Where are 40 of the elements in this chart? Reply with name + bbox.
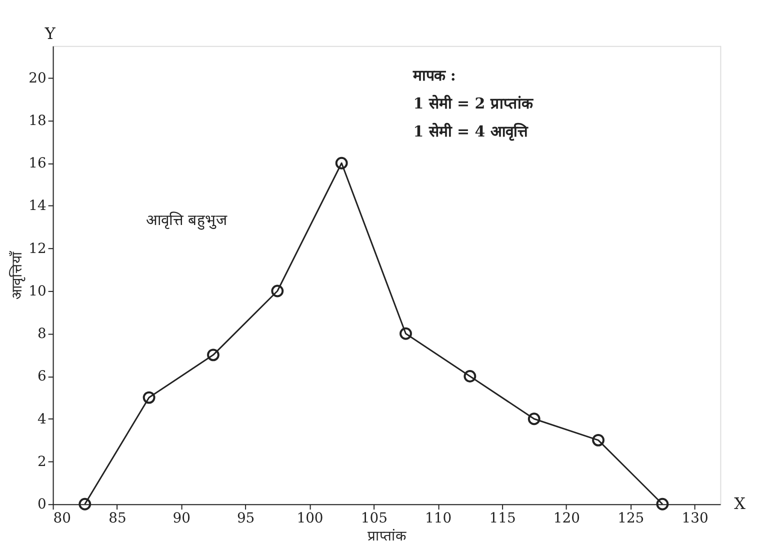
x-tick-label: 105 <box>360 510 388 527</box>
point <box>335 156 348 170</box>
y-axis-title: आवृत्तियाँ <box>8 250 26 300</box>
x-tick-label: 90 <box>172 510 191 527</box>
y-tick-label: 4 <box>37 411 46 428</box>
y-tick-label: 0 <box>37 496 46 513</box>
point <box>592 434 604 446</box>
y-tick-label: 20 <box>28 70 46 86</box>
point <box>528 412 540 426</box>
point <box>78 498 92 510</box>
annotation: 1 सेमी = 4 आवृत्ति <box>413 122 528 142</box>
annotation: 1 सेमी = 2 प्राप्तांक <box>413 94 534 113</box>
point <box>207 348 220 362</box>
y-tick-label: 12 <box>28 240 46 257</box>
y-tick-label: 6 <box>37 368 46 385</box>
x-tick-label: 115 <box>489 510 516 527</box>
x-tick-label: 130 <box>682 510 708 527</box>
annotation: आवृत्ति बहुभुज <box>146 211 228 230</box>
x-tick-label: 125 <box>618 510 644 527</box>
y-tick-label: 16 <box>28 156 46 172</box>
x-tick-label: 95 <box>236 510 255 527</box>
point <box>271 284 284 298</box>
point <box>400 327 412 340</box>
x-tick-label: 85 <box>108 510 126 527</box>
x-tick-label: 100 <box>296 510 324 527</box>
y-tick-label: 14 <box>28 198 46 214</box>
x-tick-label: 80 <box>53 510 72 527</box>
annotation: मापक : <box>412 66 456 85</box>
text: X <box>734 494 746 514</box>
y-tick-label: 8 <box>37 326 46 342</box>
point <box>464 370 476 382</box>
point <box>142 391 156 404</box>
y-tick-label: 2 <box>37 454 46 470</box>
point <box>656 498 669 510</box>
x-tick-label: 110 <box>425 510 452 527</box>
y-tick-label: 18 <box>28 112 46 129</box>
x-tick-label: 120 <box>553 510 580 527</box>
y-tick-label: 10 <box>28 283 46 300</box>
text: Y <box>44 24 56 43</box>
x-axis-title: प्राप्तांक <box>368 528 407 544</box>
